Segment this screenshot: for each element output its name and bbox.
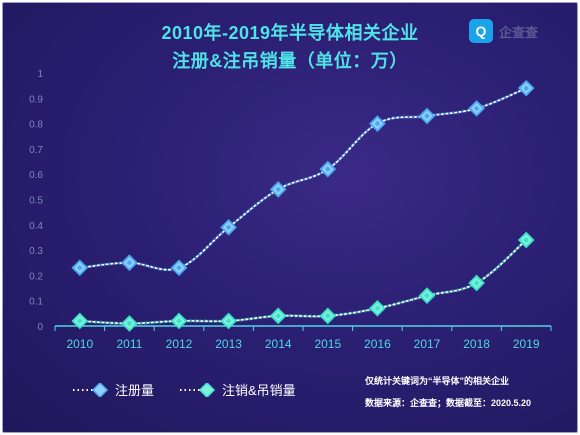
x-tick-label: 2019 xyxy=(513,337,540,351)
legend-label-cancelled: 注销&吊销量 xyxy=(222,380,296,399)
series-line-glow-1 xyxy=(80,240,526,323)
x-tick-label: 2017 xyxy=(414,337,441,351)
y-tick-label: 0.3 xyxy=(29,246,43,257)
y-tick-label: 1 xyxy=(37,69,43,80)
x-tick-label: 2010 xyxy=(66,337,93,351)
x-tick-label: 2016 xyxy=(364,337,391,351)
x-tick-label: 2014 xyxy=(265,337,292,351)
legend: 注册量 注销&吊销量 xyxy=(73,380,322,399)
series-line-glow-0 xyxy=(80,88,526,270)
x-tick-label: 2015 xyxy=(314,337,341,351)
y-tick-label: 0.9 xyxy=(29,94,43,105)
legend-item-cancelled: 注销&吊销量 xyxy=(180,380,296,399)
y-tick-label: 0.7 xyxy=(29,145,43,156)
scope-note: 仅统计关键词为“半导体”的相关企业 xyxy=(365,374,509,387)
legend-item-registered: 注册量 xyxy=(73,380,154,399)
y-tick-label: 0 xyxy=(37,322,43,333)
y-tick-label: 0.8 xyxy=(29,120,43,131)
x-tick-label: 2011 xyxy=(116,337,142,351)
source-note: 数据来源：企查查；数据截至：2020.5.20 xyxy=(365,396,531,409)
legend-swatch-cancelled xyxy=(180,383,216,397)
series-line-1 xyxy=(80,240,526,323)
legend-swatch-registered xyxy=(73,383,109,397)
y-tick-label: 0.2 xyxy=(29,271,43,282)
x-tick-label: 2018 xyxy=(463,337,490,351)
y-tick-label: 0.1 xyxy=(29,297,43,308)
line-chart: 0 0.1 0.2 0.3 0.4 0.5 0.6 0.7 0.8 0.9 1 2010 2011 201… xyxy=(3,3,577,432)
y-tick-label: 0.5 xyxy=(29,196,43,207)
x-tick-label: 2013 xyxy=(215,337,242,351)
y-tick-label: 0.6 xyxy=(29,170,43,181)
x-tick-label: 2012 xyxy=(166,337,193,351)
legend-label-registered: 注册量 xyxy=(115,380,154,399)
y-tick-label: 0.4 xyxy=(29,221,43,232)
